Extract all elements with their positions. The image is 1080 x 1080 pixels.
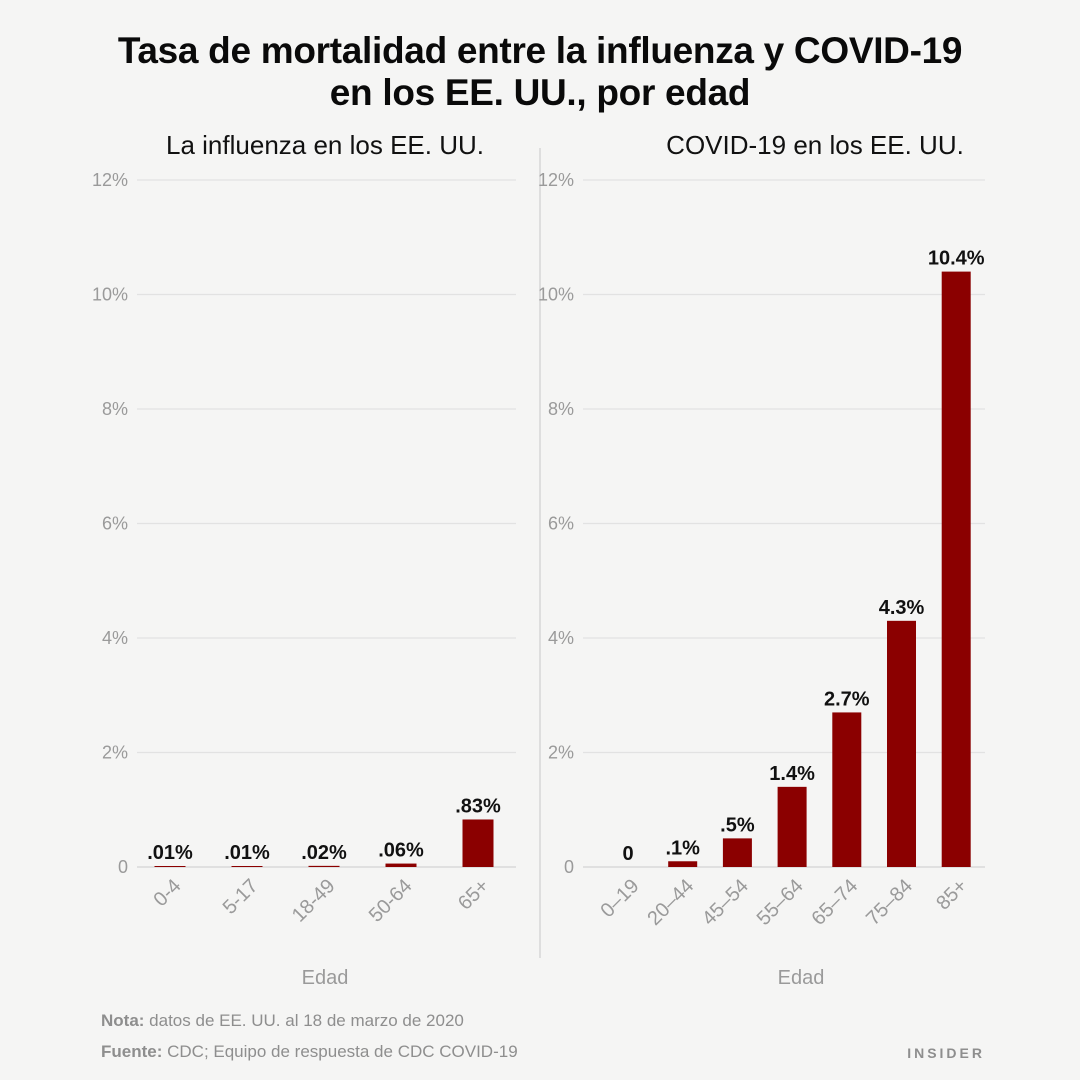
panel-1-y-tick-0: 0	[564, 857, 574, 877]
panel-0-y-tick-2: 4%	[102, 628, 128, 648]
panel-0-data-label-3: .06%	[378, 840, 424, 862]
panel-0-bar-2	[308, 865, 340, 867]
panel-1-data-label-6: 10.4%	[928, 248, 985, 270]
panel-1-x-tick-5: 75–84	[862, 875, 917, 930]
panel-0-bar-4	[462, 819, 494, 867]
panel-0-data-label-2: .02%	[301, 842, 347, 864]
panel-1-bar-4	[832, 712, 862, 867]
panel-0-y-tick-3: 6%	[102, 514, 128, 534]
panel-1-y-tick-6: 12%	[538, 170, 574, 190]
panel-1-y-tick-3: 6%	[548, 514, 574, 534]
panel-1-y-tick-5: 10%	[538, 285, 574, 305]
panel-1-x-tick-1: 20–44	[643, 875, 698, 930]
panel-0-data-label-1: .01%	[224, 842, 270, 864]
panel-1-data-label-3: 1.4%	[769, 763, 815, 785]
chart-title-line-1: Tasa de mortalidad entre la influenza y …	[117, 30, 963, 71]
panel-1-x-tick-6: 85+	[932, 875, 972, 915]
panel-1-title: COVID-19 en los EE. UU.	[666, 130, 964, 160]
panel-0-bar-3	[385, 863, 417, 867]
panel-0-x-tick-1: 5-17	[219, 875, 263, 919]
panel-1-bar-5	[887, 620, 916, 867]
panel-1-x-axis-label: Edad	[778, 967, 825, 989]
panel-0-x-tick-2: 18-49	[288, 875, 340, 927]
panel-1-x-tick-3: 55–64	[753, 875, 808, 930]
note: Nota: datos de EE. UU. al 18 de marzo de…	[101, 1011, 464, 1031]
source-label: Fuente:	[101, 1042, 163, 1061]
panel-0-x-axis-label: Edad	[302, 967, 349, 989]
panel-0-bar-1	[231, 866, 263, 867]
panel-1-x-tick-4: 65–74	[807, 875, 862, 930]
panel-1-bar-2	[722, 838, 752, 867]
panel-0-title: La influenza en los EE. UU.	[166, 130, 484, 160]
panel-1-y-tick-1: 2%	[548, 743, 574, 763]
panel-1-data-label-1: .1%	[665, 837, 700, 859]
chart-title: Tasa de mortalidad entre la influenza y …	[0, 30, 1080, 114]
note-label: Nota:	[101, 1011, 145, 1030]
panel-1-bar-3	[777, 786, 807, 867]
panel-1-y-tick-2: 4%	[548, 628, 574, 648]
panel-0-data-label-0: .01%	[147, 842, 193, 864]
panel-1-data-label-2: .5%	[720, 814, 755, 836]
panel-0-bar-0	[154, 866, 186, 867]
panel-0-x-tick-0: 0-4	[150, 875, 186, 911]
panel-1-data-label-0: 0	[622, 843, 633, 865]
source-text: CDC; Equipo de respuesta de CDC COVID-19	[162, 1042, 518, 1061]
panel-1-y-tick-4: 8%	[548, 399, 574, 419]
panel-0-y-tick-4: 8%	[102, 399, 128, 419]
chart-title-line-2: en los EE. UU., por edad	[329, 72, 751, 113]
panel-0-x-tick-4: 65+	[454, 875, 494, 915]
panel-1-data-label-4: 2.7%	[824, 688, 870, 710]
panel-1-data-label-5: 4.3%	[879, 597, 925, 619]
insider-logo: INSIDER	[907, 1045, 985, 1061]
panel-0-y-tick-0: 0	[118, 857, 128, 877]
panel-0-x-tick-3: 50-64	[365, 875, 417, 927]
panel-0-y-tick-6: 12%	[92, 170, 128, 190]
panel-0-y-tick-5: 10%	[92, 285, 128, 305]
panel-1-bar-6	[941, 271, 971, 868]
panel-0-data-label-4: .83%	[455, 795, 501, 817]
panel-1-x-tick-0: 0–19	[597, 875, 644, 922]
panel-0-y-tick-1: 2%	[102, 743, 128, 763]
source: Fuente: CDC; Equipo de respuesta de CDC …	[101, 1042, 518, 1062]
note-text: datos de EE. UU. al 18 de marzo de 2020	[144, 1011, 464, 1030]
panel-1-x-tick-2: 45–54	[698, 875, 753, 930]
panel-1-bar-1	[668, 861, 698, 867]
